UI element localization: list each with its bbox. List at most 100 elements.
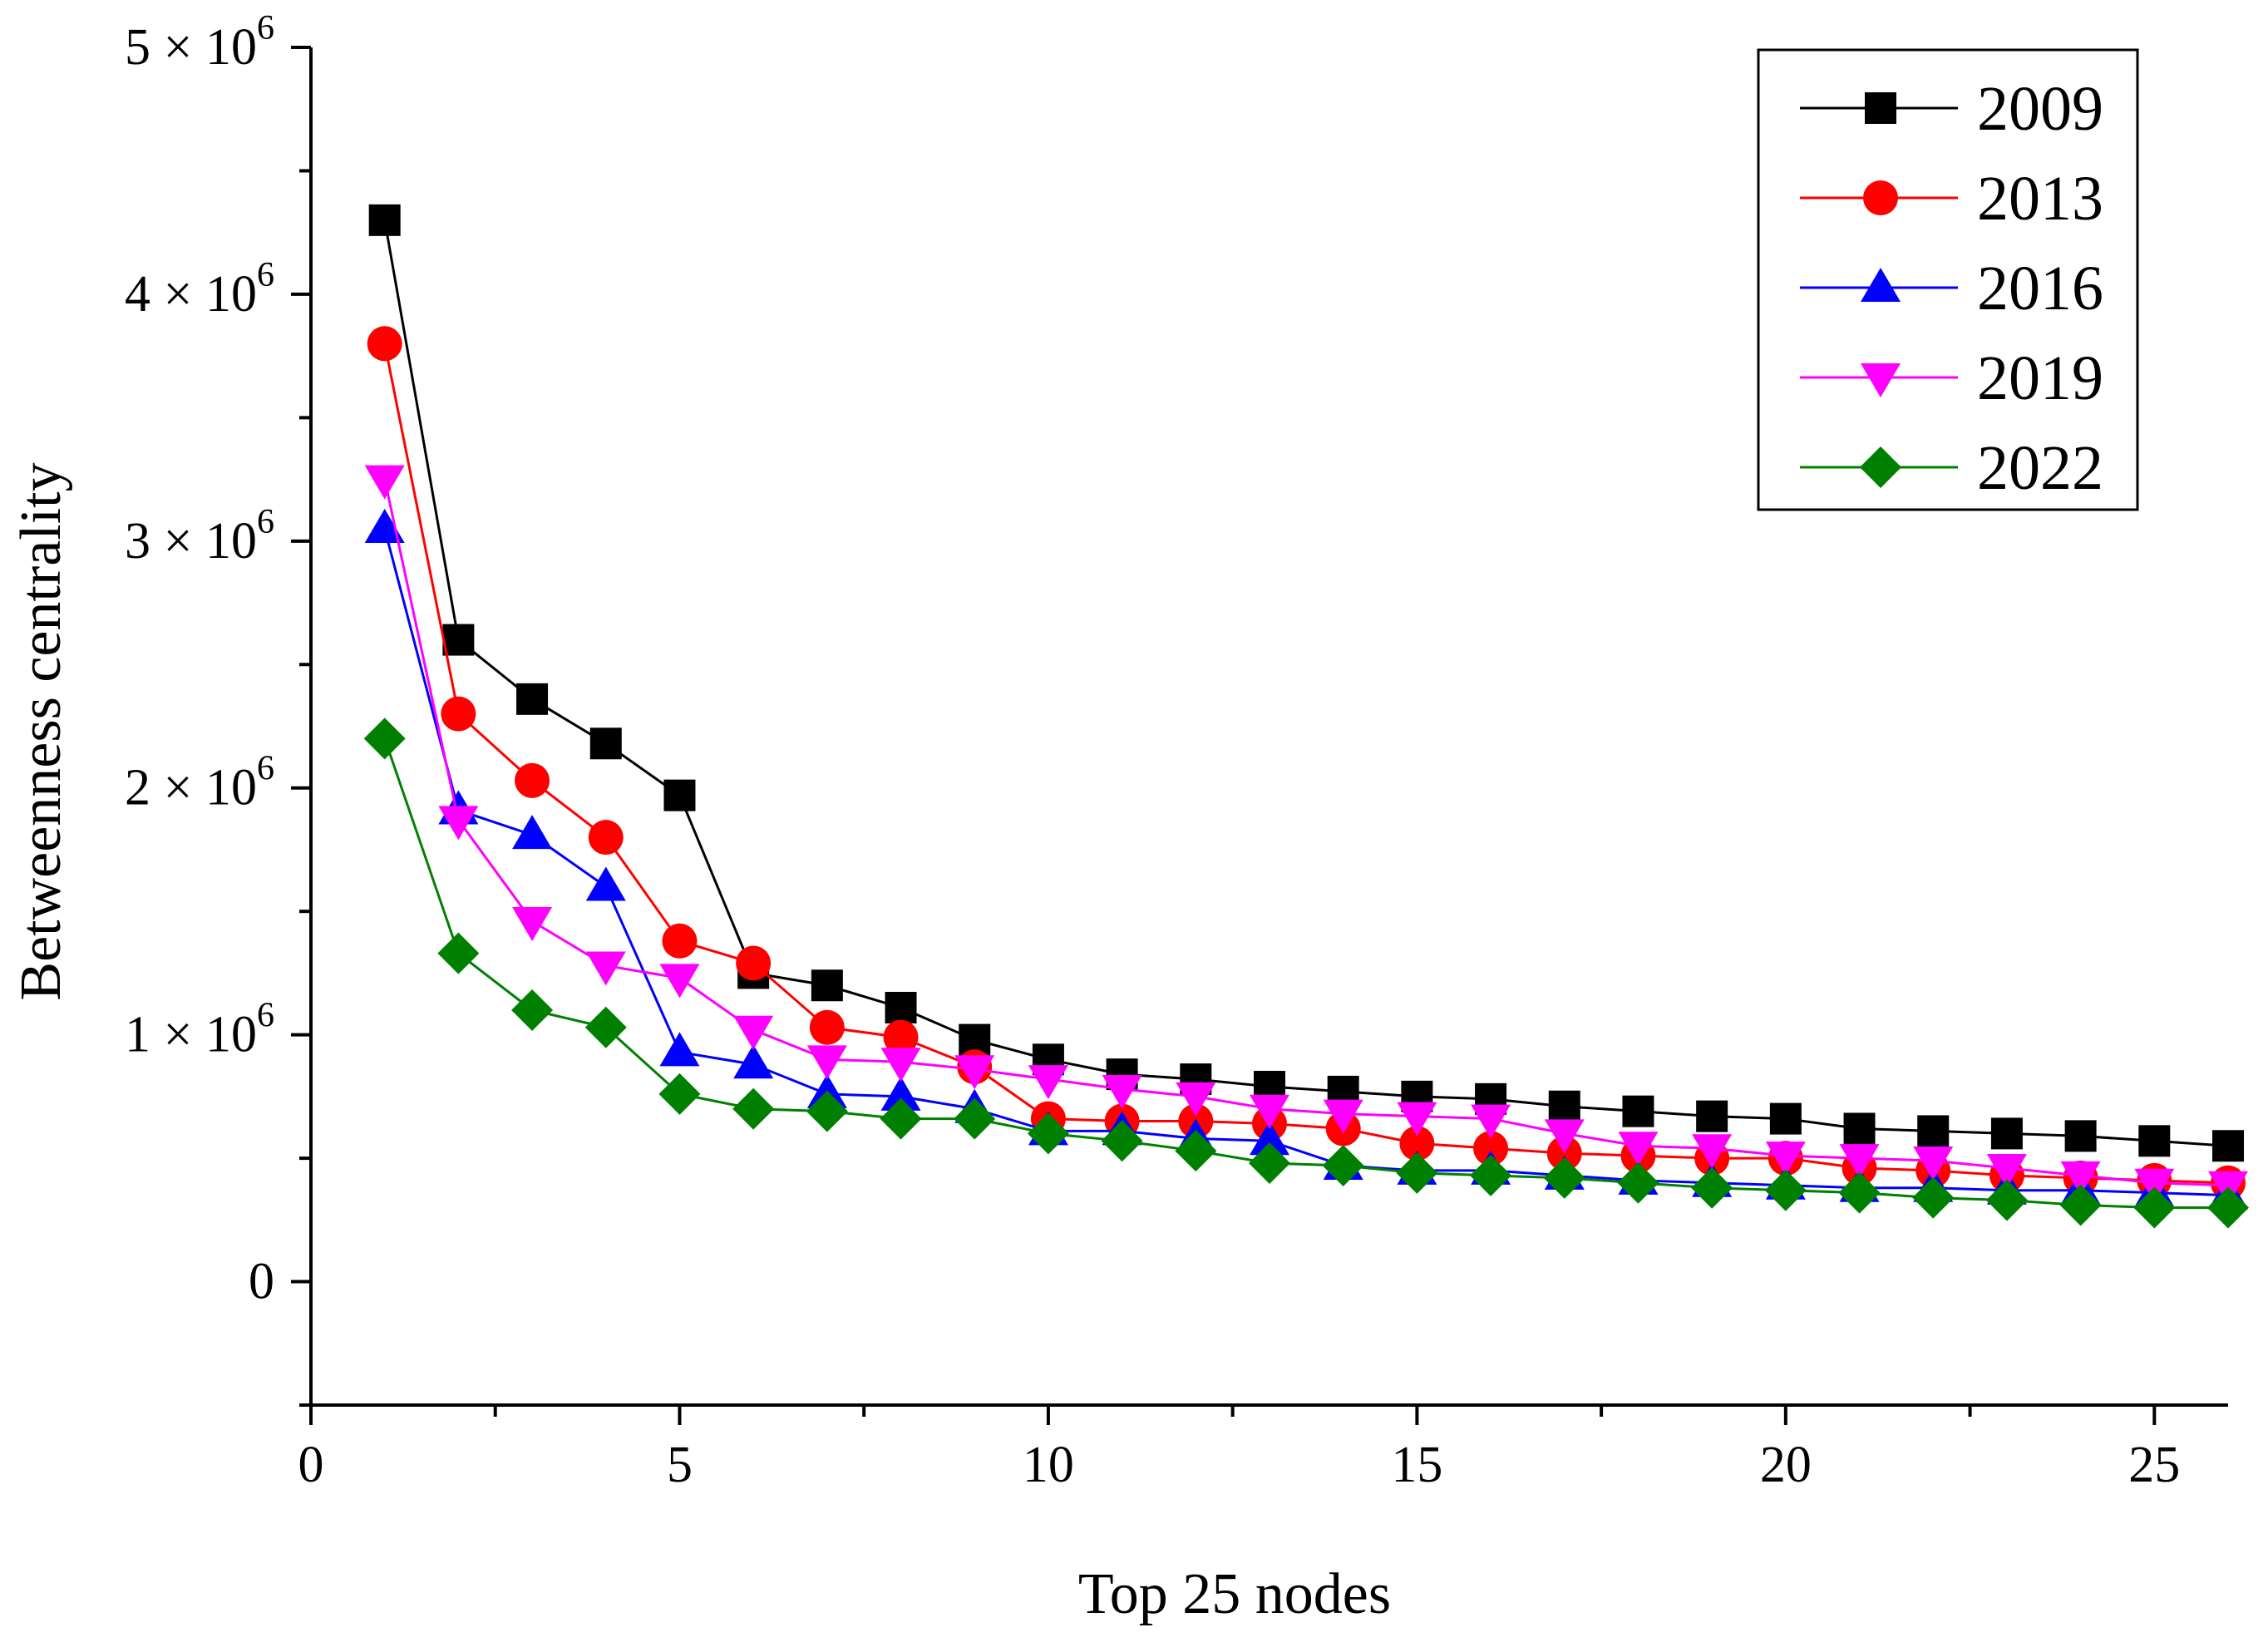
data-point-2009 xyxy=(1622,1095,1654,1127)
data-point-2009 xyxy=(2138,1125,2171,1157)
series-2019 xyxy=(364,465,2248,1206)
data-point-2022 xyxy=(584,1006,627,1048)
legend-item-2019: 2019 xyxy=(1800,343,2103,413)
data-point-2019 xyxy=(1471,1104,1511,1139)
legend-item-2009: 2009 xyxy=(1800,74,2103,144)
data-point-2019 xyxy=(2134,1168,2175,1203)
data-point-2019 xyxy=(1913,1147,1954,1181)
data-point-2022 xyxy=(1322,1144,1364,1186)
data-point-2009 xyxy=(663,779,696,811)
data-point-2019 xyxy=(1544,1119,1585,1154)
data-point-2022 xyxy=(1838,1171,1881,1214)
data-point-2016 xyxy=(880,1076,921,1111)
series-2022 xyxy=(363,718,2249,1229)
data-point-2019 xyxy=(364,465,405,500)
data-point-2019 xyxy=(1323,1099,1363,1134)
data-point-2016 xyxy=(364,508,405,543)
data-point-2019 xyxy=(1176,1082,1216,1117)
data-point-2013 xyxy=(736,945,772,981)
data-point-2022 xyxy=(437,932,480,974)
data-point-2009 xyxy=(2064,1120,2097,1152)
data-point-2019 xyxy=(880,1048,921,1082)
data-point-2013 xyxy=(809,1009,845,1045)
data-point-2009 xyxy=(1769,1102,1802,1135)
y-tick-label: 2 × 106 xyxy=(125,750,274,816)
data-point-2022 xyxy=(1101,1120,1143,1162)
data-point-2019 xyxy=(2060,1161,2101,1196)
data-point-2019 xyxy=(659,964,700,999)
legend-label: 2022 xyxy=(1977,433,2103,503)
data-point-2022 xyxy=(954,1097,996,1140)
x-tick-label: 20 xyxy=(1760,1437,1812,1493)
legend-item-2022: 2022 xyxy=(1800,433,2103,503)
data-point-2022 xyxy=(1985,1179,2028,1221)
legend-label: 2013 xyxy=(1977,164,2103,234)
data-point-2009 xyxy=(1548,1090,1580,1122)
x-tick-label: 5 xyxy=(667,1437,693,1493)
data-point-2019 xyxy=(1028,1065,1068,1100)
data-point-2016 xyxy=(1250,1121,1289,1156)
data-point-2022 xyxy=(1912,1176,1955,1219)
data-point-2013 xyxy=(367,326,402,362)
data-point-2019 xyxy=(954,1055,995,1090)
data-point-2013 xyxy=(662,923,698,959)
data-point-2009 xyxy=(1917,1115,1950,1147)
data-point-2019 xyxy=(1102,1074,1142,1109)
data-point-2013 xyxy=(441,696,476,732)
legend-box xyxy=(1757,48,2139,511)
data-point-2009 xyxy=(2212,1130,2244,1162)
data-point-2016 xyxy=(733,1044,774,1079)
data-point-2022 xyxy=(1691,1166,1733,1209)
x-tick-label: 0 xyxy=(298,1437,324,1493)
data-point-2019 xyxy=(1839,1144,1880,1179)
legend-label: 2009 xyxy=(1977,74,2103,144)
data-point-2013 xyxy=(1473,1131,1509,1166)
data-point-2013 xyxy=(515,762,550,798)
data-point-2009 xyxy=(442,624,475,656)
data-point-2019 xyxy=(1397,1102,1437,1137)
legend-marker xyxy=(1861,268,1901,302)
data-point-2022 xyxy=(511,989,554,1031)
legend: 2009 2013 2016 2019 2022 xyxy=(1757,48,2139,511)
data-point-2009 xyxy=(589,727,622,760)
series-line-2019 xyxy=(383,479,2229,1187)
y-tick-label: 5 × 106 xyxy=(125,9,274,76)
y-tick-label: 3 × 106 xyxy=(125,503,274,570)
data-point-2019 xyxy=(512,907,553,942)
data-point-2009 xyxy=(368,204,401,236)
data-point-2009 xyxy=(1990,1117,2023,1150)
legend-item-2013: 2013 xyxy=(1800,164,2103,234)
data-point-2009 xyxy=(1696,1100,1728,1132)
data-point-2019 xyxy=(1618,1132,1659,1166)
data-point-2009 xyxy=(516,683,549,715)
y-tick-label: 4 × 106 xyxy=(125,256,274,323)
legend-marker xyxy=(1861,363,1901,397)
y-axis-label: Betweenness centrality xyxy=(9,462,73,1000)
legend-marker xyxy=(1860,446,1901,488)
series-2016 xyxy=(364,508,2248,1210)
data-point-2022 xyxy=(1470,1154,1512,1196)
x-tick-label: 15 xyxy=(1391,1437,1442,1493)
data-point-2016 xyxy=(659,1032,700,1067)
data-point-2019 xyxy=(1250,1094,1289,1129)
x-tick-label: 10 xyxy=(1023,1437,1074,1493)
x-tick-label: 25 xyxy=(2128,1437,2180,1493)
data-point-2019 xyxy=(1986,1153,2027,1188)
data-point-2022 xyxy=(1617,1161,1659,1204)
data-point-2022 xyxy=(1396,1151,1438,1194)
data-point-2016 xyxy=(585,866,626,901)
data-point-2022 xyxy=(363,718,406,760)
y-tick-label: 1 × 106 xyxy=(125,997,274,1063)
data-point-2022 xyxy=(1543,1156,1585,1199)
data-point-2016 xyxy=(512,815,553,850)
legend-marker xyxy=(1865,92,1896,124)
data-point-2009 xyxy=(811,969,843,1002)
data-point-2022 xyxy=(2207,1186,2249,1229)
y-tick-label: 0 xyxy=(249,1254,274,1310)
data-point-2009 xyxy=(1843,1112,1876,1145)
data-point-2022 xyxy=(880,1097,922,1140)
data-point-2019 xyxy=(806,1045,847,1080)
legend-marker xyxy=(1863,180,1898,215)
